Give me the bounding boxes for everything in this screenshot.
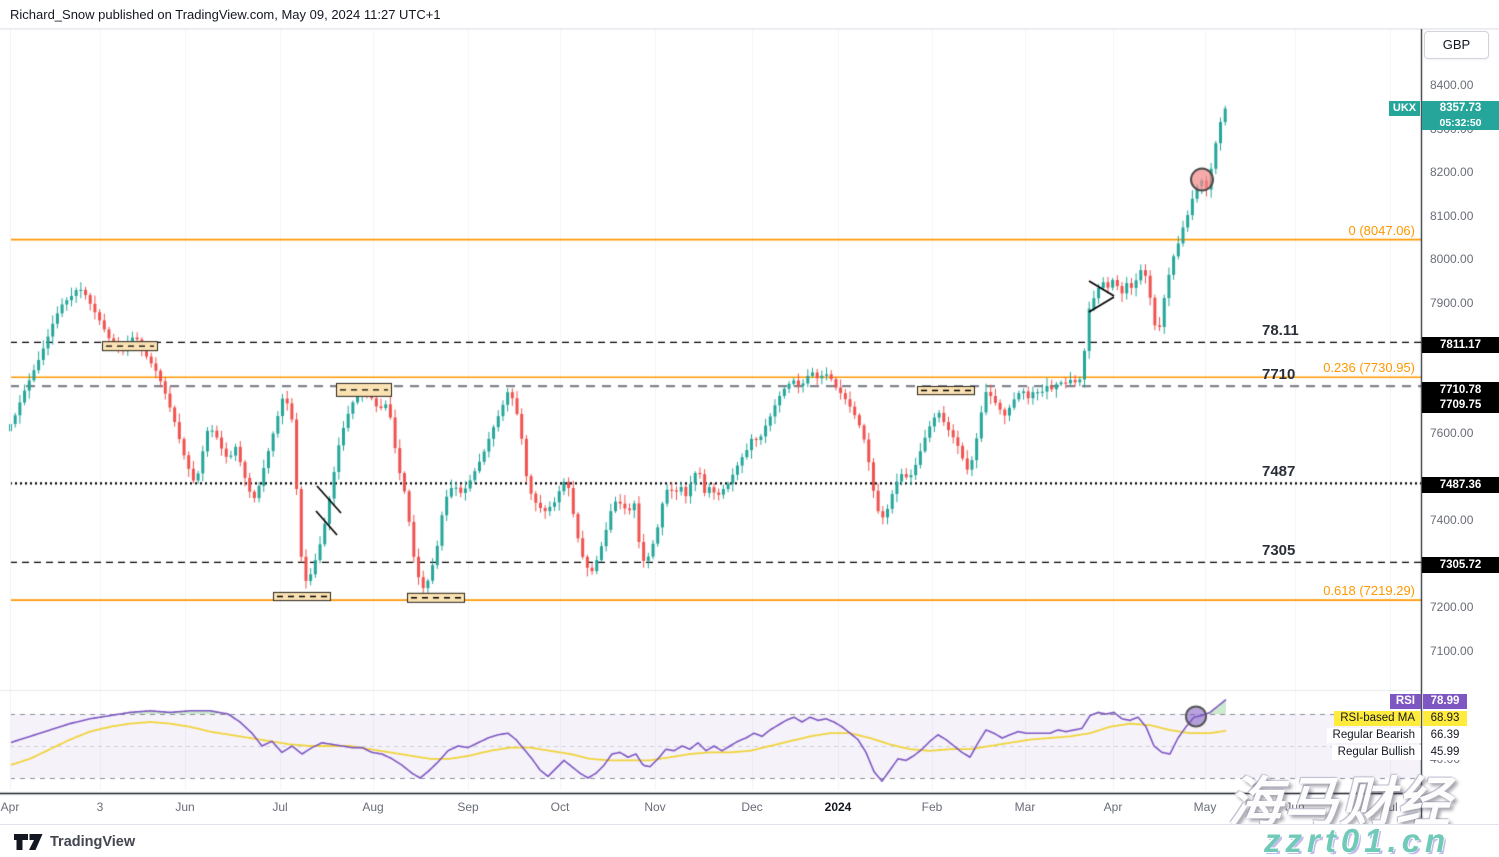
level-label: 7710 <box>1262 366 1296 384</box>
time-axis-label: Jul <box>1382 800 1398 814</box>
price-axis-tick: 7600.00 <box>1430 426 1474 441</box>
price-axis-tick: 7200.00 <box>1430 600 1474 615</box>
rsi-row-value: 66.39 <box>1423 728 1467 743</box>
fib-level-label: 0 (8047.06) <box>1348 222 1416 238</box>
price-level-badge: 7305.72 <box>1422 557 1499 573</box>
rsi-row-value: 78.99 <box>1423 694 1467 709</box>
footer-bar: TradingView <box>0 824 1499 857</box>
publish-title: Richard_Snow published on TradingView.co… <box>10 7 441 22</box>
price-axis-tick: 8100.00 <box>1430 208 1474 223</box>
time-axis-label: 2024 <box>824 800 852 814</box>
price-level-badge: 7709.75 <box>1422 397 1499 413</box>
price-level-badge: 7710.78 <box>1422 382 1499 398</box>
rsi-row-value: 45.99 <box>1423 745 1467 760</box>
time-axis-label: Apr <box>0 800 20 814</box>
time-axis-label: Jun <box>175 800 195 814</box>
time-axis-label: Jun <box>1285 800 1305 814</box>
rsi-row-label-regular-bullish: Regular Bullish <box>1331 745 1421 760</box>
level-label: 7487 <box>1262 463 1296 481</box>
time-axis-label: Jul <box>272 800 288 814</box>
fib-level-label: 0.236 (7730.95) <box>1323 360 1415 376</box>
tradingview-logo-icon <box>14 834 43 850</box>
tradingview-logo-text: TradingView <box>50 833 136 850</box>
level-label: 7305 <box>1262 542 1296 560</box>
rsi-row-label-rsi: RSI <box>1389 694 1421 709</box>
price-axis-tick: 8200.00 <box>1430 165 1474 180</box>
bar-countdown-badge: 05:32:50 <box>1422 116 1499 130</box>
time-axis-label: Dec <box>741 800 763 814</box>
symbol-ticker-badge: UKX <box>1389 101 1420 116</box>
level-label: 78.11 <box>1262 322 1299 340</box>
price-axis-tick: 7900.00 <box>1430 295 1474 310</box>
price-axis-tick: 7400.00 <box>1430 513 1474 528</box>
tradingview-logo[interactable]: TradingView <box>14 831 135 852</box>
time-axis-label: Apr <box>1103 800 1123 814</box>
time-axis-label: Aug <box>362 800 384 814</box>
price-level-badge: 7487.36 <box>1422 477 1499 493</box>
price-axis-tick: 7100.00 <box>1430 644 1474 659</box>
rsi-row-label-rsi-based-ma: RSI-based MA <box>1334 711 1421 726</box>
time-axis-label: Feb <box>921 800 943 814</box>
time-axis-label: Sep <box>457 800 479 814</box>
rsi-row-value: 68.93 <box>1423 711 1467 726</box>
price-axis-tick: 8400.00 <box>1430 78 1474 92</box>
publish-title-bar: Richard_Snow published on TradingView.co… <box>0 0 1499 29</box>
last-price-badge: 8357.73 <box>1422 101 1499 116</box>
watermark-site-url: zzrt01.cn <box>1264 822 1451 857</box>
time-axis-label: 3 <box>96 800 104 814</box>
price-level-badge: 7811.17 <box>1422 337 1499 353</box>
time-axis-label: Mar <box>1014 800 1036 814</box>
time-axis-label: Oct <box>550 800 570 814</box>
fib-level-label: 0.618 (7219.29) <box>1323 583 1415 599</box>
watermark-cn-text: 海马财经 <box>1228 773 1452 833</box>
time-axis-label: Nov <box>644 800 666 814</box>
price-axis-tick: 8000.00 <box>1430 252 1474 267</box>
currency-button[interactable]: GBP <box>1424 31 1489 59</box>
time-axis-label: May <box>1193 800 1217 814</box>
rsi-row-label-regular-bearish: Regular Bearish <box>1326 728 1421 743</box>
